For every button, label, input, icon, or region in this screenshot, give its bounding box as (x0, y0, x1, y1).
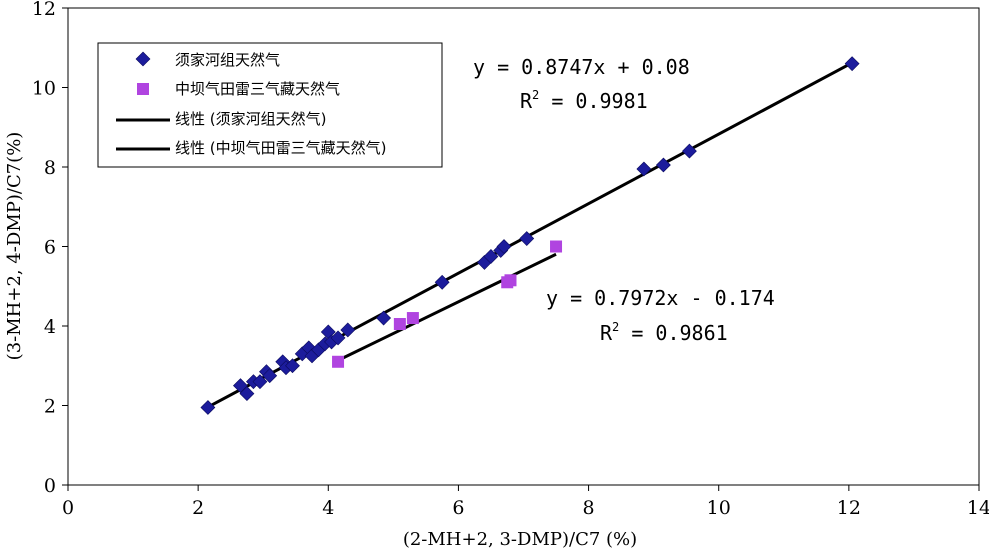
y-tick-label: 8 (44, 157, 56, 179)
x-tick-label: 14 (967, 497, 989, 519)
diamond-point (330, 330, 346, 346)
y-axis-title: (3-MH+2, 4-DMP)/C7(%) (4, 132, 25, 361)
y-tick-label: 10 (32, 78, 56, 100)
y-tick-label: 12 (32, 0, 56, 20)
diamond-point (434, 274, 450, 290)
legend: 须家河组天然气 中坝气田雷三气藏天然气 线性 (须家河组天然气) 线性 (中坝气… (97, 42, 443, 168)
diamond-point (262, 368, 278, 384)
diamond-point (200, 400, 216, 415)
x-tick-label: 4 (322, 497, 334, 519)
diamond-point (233, 378, 248, 394)
diamond-point (376, 310, 392, 326)
diamond-point (483, 249, 499, 264)
diamond-point (682, 143, 697, 159)
diamond-point (285, 358, 300, 374)
square-point (393, 318, 406, 331)
r2-xujiahe: R2 = 0.9981 (520, 88, 648, 113)
square-point (504, 274, 517, 287)
diamond-point (519, 231, 535, 246)
square-point (332, 355, 345, 368)
diamond-point (340, 322, 356, 338)
equation-xujiahe: y = 0.8747x + 0.08 (473, 55, 690, 79)
diamond-point (239, 386, 255, 401)
diamond-point (844, 56, 860, 72)
x-tick-label: 12 (837, 497, 861, 519)
x-tick-label: 0 (62, 497, 74, 519)
diamond-point (252, 374, 268, 390)
legend-item-trend-xujiahe: 线性 (须家河组天然气) (175, 110, 326, 128)
y-tick-label: 4 (44, 316, 56, 338)
legend-item-xujiahe: 须家河组天然气 (175, 51, 280, 69)
x-tick-label: 10 (707, 497, 731, 519)
legend-box (97, 42, 443, 168)
data-points (200, 56, 860, 415)
square-marker-icon (137, 83, 149, 95)
x-tick-label: 6 (452, 497, 464, 519)
x-tick-label: 8 (583, 497, 595, 519)
x-axis-title: (2-MH+2, 3-DMP)/C7 (%) (403, 529, 637, 549)
diamond-point (496, 239, 512, 254)
y-tick-label: 2 (44, 396, 56, 418)
diamond-point (636, 161, 652, 177)
x-axis: 0 2 4 6 8 10 12 14 (62, 485, 989, 519)
x-tick-label: 2 (192, 497, 204, 519)
y-axis: 0 2 4 6 8 10 12 (32, 0, 68, 497)
y-tick-label: 0 (44, 475, 56, 497)
y-tick-label: 6 (44, 237, 56, 259)
square-point (406, 312, 419, 325)
square-point (550, 240, 563, 253)
legend-item-zhongba: 中坝气田雷三气藏天然气 (175, 80, 340, 98)
equation-zhongba: y = 0.7972x - 0.174 (546, 286, 775, 310)
diamond-marker-icon (135, 51, 151, 67)
legend-item-trend-zhongba: 线性 (中坝气田雷三气藏天然气) (175, 139, 386, 157)
r2-zhongba: R2 = 0.9861 (600, 320, 728, 345)
diamond-point (655, 157, 671, 173)
trendline (337, 252, 557, 362)
